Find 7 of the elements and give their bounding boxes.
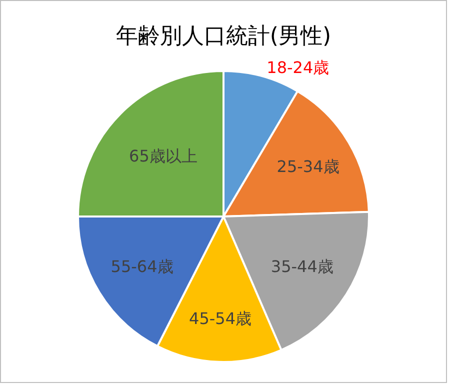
- slice-label: 55-64歳: [110, 256, 174, 276]
- slice-label: 25-34歳: [276, 157, 340, 176]
- slice-label: 35-44歳: [270, 256, 334, 276]
- slice-label: 45-54歳: [189, 309, 252, 328]
- slice-label: 65歳以上: [129, 146, 198, 166]
- slice-label: 18-24歳: [266, 58, 330, 77]
- chart-title: 年齢別人口統計(男性): [116, 24, 332, 50]
